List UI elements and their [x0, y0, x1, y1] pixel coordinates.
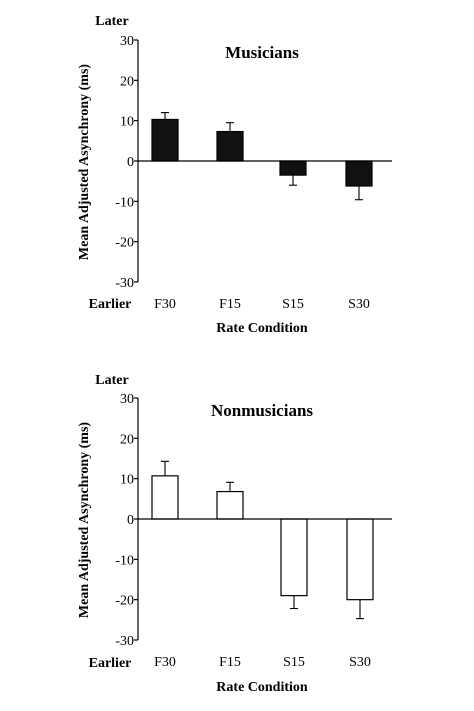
y-tick-label: 10	[120, 115, 134, 130]
earlier-label: Earlier	[89, 656, 132, 671]
nonmusicians-chart: Later Nonmusicians Mean Adjusted Asynchr…	[77, 373, 392, 695]
bar-f15	[216, 490, 244, 520]
x-tick-label: F30	[154, 297, 176, 312]
chart-title: Musicians	[225, 43, 299, 62]
x-tick-label: F30	[154, 655, 176, 670]
x-tick-label: F15	[219, 297, 241, 312]
later-label: Later	[95, 373, 128, 388]
y-axis-label: Mean Adjusted Asynchrony (ms)	[77, 422, 92, 618]
bar-s15	[280, 518, 308, 597]
y-tick-label: 10	[120, 473, 134, 488]
y-tick-label: -30	[115, 634, 134, 649]
y-tick-label: -20	[115, 236, 134, 251]
x-tick-label: F15	[219, 655, 241, 670]
bar-s30	[346, 518, 374, 601]
y-tick-label: -10	[115, 553, 134, 568]
bar-s30	[345, 160, 373, 187]
x-tick-label: S15	[283, 655, 305, 670]
earlier-label: Earlier	[89, 297, 132, 312]
chart-marks: 30 20 10 0 -10 -20 -30 F30 F15 S15 S30	[115, 34, 392, 312]
x-axis-label: Rate Condition	[216, 321, 308, 336]
x-tick-label: S30	[348, 297, 370, 312]
later-label: Later	[95, 14, 128, 29]
x-axis-label: Rate Condition	[216, 680, 308, 695]
y-tick-label: 20	[120, 432, 134, 447]
y-tick-label: 0	[127, 513, 134, 528]
bar-s15	[279, 160, 307, 176]
y-tick-label: 0	[127, 155, 134, 170]
y-tick-label: -30	[115, 276, 134, 291]
y-tick-label: -10	[115, 195, 134, 210]
y-tick-label: 30	[120, 34, 134, 49]
musicians-chart: Later Musicians Mean Adjusted Asynchrony…	[77, 14, 392, 336]
x-tick-label: S15	[282, 297, 304, 312]
chart-marks: 30 20 10 0 -10 -20 -30 F30 F15 S15 S30	[115, 392, 392, 670]
y-tick-label: -20	[115, 594, 134, 609]
y-tick-label: 20	[120, 74, 134, 89]
y-axis-label: Mean Adjusted Asynchrony (ms)	[77, 64, 92, 260]
y-tick-label: 30	[120, 392, 134, 407]
chart-title: Nonmusicians	[211, 401, 313, 420]
bar-f15	[216, 130, 244, 162]
x-tick-label: S30	[349, 655, 371, 670]
bar-f30	[151, 118, 179, 162]
bar-f30	[151, 475, 179, 520]
